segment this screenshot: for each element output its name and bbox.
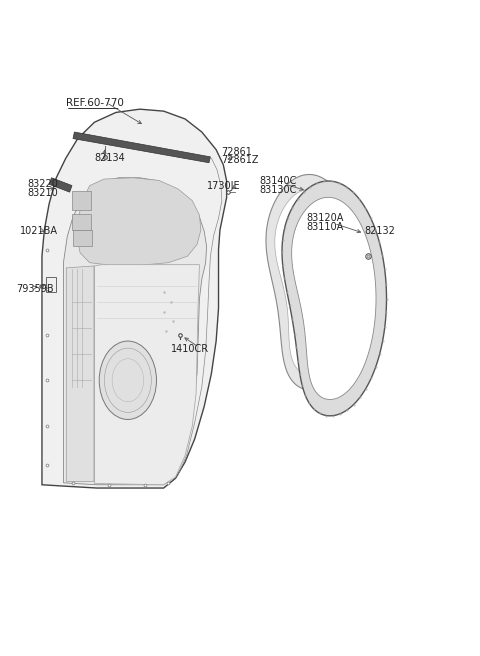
- Text: 83110A: 83110A: [307, 222, 344, 232]
- Text: 79359B: 79359B: [16, 284, 53, 294]
- Bar: [73, 230, 92, 247]
- Text: 1730JE: 1730JE: [206, 180, 240, 191]
- Text: 83210: 83210: [28, 188, 59, 197]
- Text: 83220: 83220: [28, 179, 59, 190]
- Polygon shape: [72, 214, 91, 230]
- Text: 1021BA: 1021BA: [20, 226, 58, 236]
- Text: 83120A: 83120A: [307, 213, 344, 223]
- Polygon shape: [282, 181, 386, 416]
- Text: 72861Z: 72861Z: [221, 155, 258, 165]
- Polygon shape: [292, 197, 376, 400]
- Polygon shape: [49, 178, 72, 192]
- Circle shape: [99, 341, 156, 419]
- Polygon shape: [42, 109, 227, 488]
- Polygon shape: [77, 178, 201, 265]
- Text: 72861: 72861: [221, 147, 252, 157]
- Text: 83140C: 83140C: [259, 176, 297, 186]
- Polygon shape: [72, 191, 91, 211]
- Polygon shape: [95, 264, 199, 485]
- Text: 83130C: 83130C: [259, 184, 297, 195]
- Text: 82134: 82134: [95, 153, 125, 163]
- Text: REF.60-770: REF.60-770: [66, 98, 124, 108]
- Polygon shape: [275, 190, 352, 375]
- Polygon shape: [63, 178, 206, 485]
- Text: 1410CR: 1410CR: [171, 344, 209, 354]
- Text: 82132: 82132: [364, 226, 395, 236]
- Polygon shape: [66, 266, 94, 482]
- Polygon shape: [266, 174, 362, 390]
- Polygon shape: [73, 132, 210, 163]
